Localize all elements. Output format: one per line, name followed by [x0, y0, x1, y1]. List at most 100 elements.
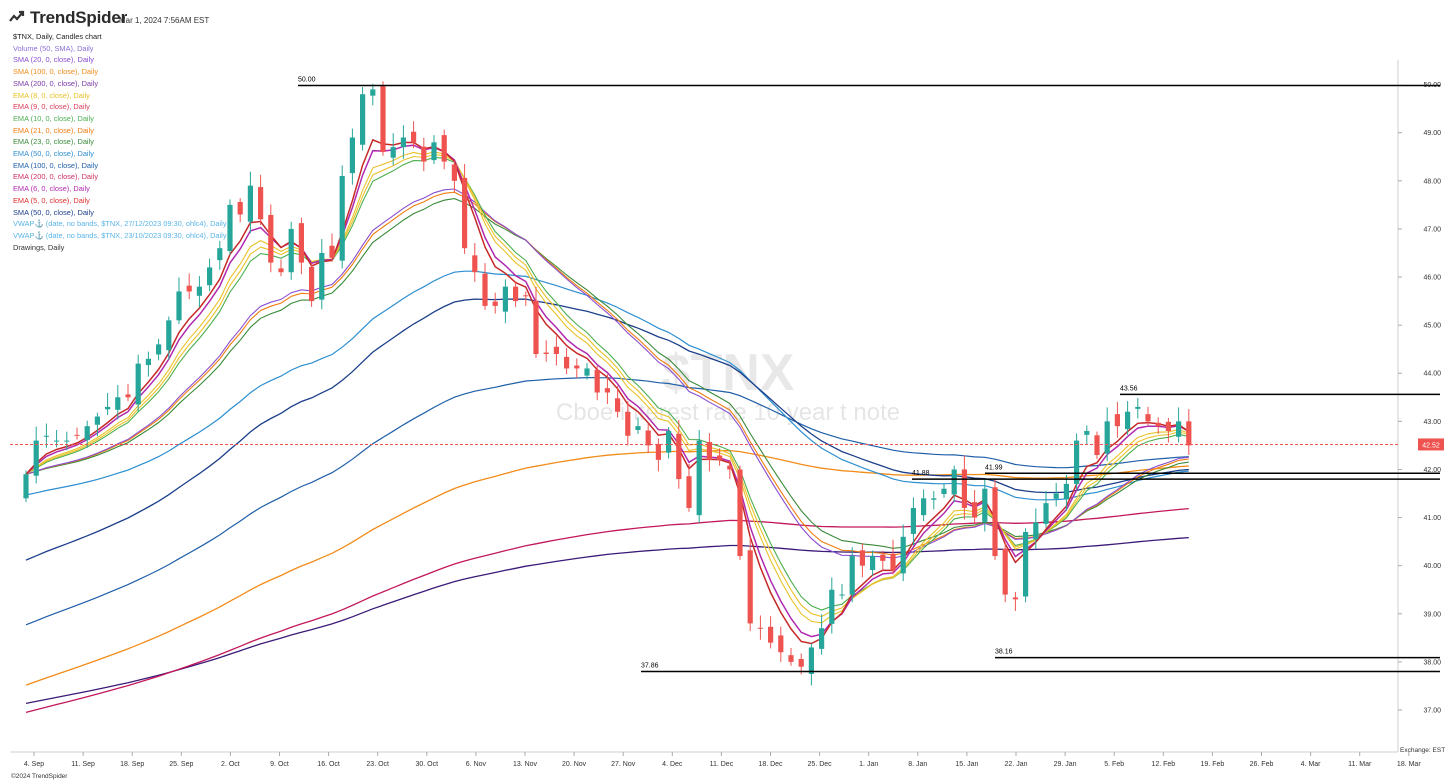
x-tick-label: 1. Jan [859, 761, 878, 768]
x-tick-label: 26. Feb [1250, 761, 1274, 768]
candle [849, 547, 855, 603]
candle [717, 448, 723, 466]
candle [462, 163, 468, 254]
candle [584, 362, 590, 380]
candle-body [1012, 597, 1018, 600]
candle-body [513, 286, 519, 302]
candle [727, 460, 733, 480]
candle [94, 412, 100, 437]
candle-body [268, 214, 274, 263]
x-tick-label: 4. Sep [24, 761, 44, 768]
candle [1012, 591, 1018, 611]
x-tick-label: 5. Feb [1104, 761, 1124, 768]
time-axis[interactable]: 4. Sep 11. Sep 18. Sep 25. Sep 2. Oct 9. Oct 1… [24, 752, 1421, 768]
candle [615, 385, 621, 418]
price-axis[interactable]: 37.00 38.00 39.00 40.00 41.00 42.00 43.00 44.00… [1398, 82, 1441, 715]
chart-grid [10, 60, 1399, 753]
candle-body [217, 248, 223, 261]
legend-indicator[interactable]: Volume (50, SMA), Daily [13, 43, 94, 53]
candle-body [145, 358, 151, 366]
candle [513, 281, 519, 307]
candle [166, 316, 172, 360]
candle [288, 221, 294, 280]
candle [910, 497, 916, 546]
candle-body [900, 536, 906, 574]
candle [1002, 541, 1008, 603]
legend-indicator[interactable]: SMA (50, 0, close), Daily [13, 207, 94, 217]
y-tick-label: 41.00 [1423, 515, 1441, 522]
legend-indicator[interactable]: EMA (23, 0, close), Daily [13, 137, 94, 147]
candle-body [910, 507, 916, 534]
legend-indicator[interactable]: SMA (20, 0, close), Daily [13, 55, 94, 65]
legend-indicator[interactable]: EMA (9, 0, close), Daily [13, 102, 90, 112]
legend-indicator[interactable]: EMA (200, 0, close), Daily [13, 172, 99, 182]
legend-indicator[interactable]: EMA (6, 0, close), Daily [13, 184, 90, 194]
legend-indicator[interactable]: Drawings, Daily [13, 242, 65, 252]
candle [472, 243, 478, 282]
x-tick-label: 20. Nov [562, 761, 587, 768]
x-tick-label: 22. Jan [1005, 761, 1028, 768]
candle [931, 491, 937, 510]
candle [1084, 425, 1090, 445]
legend-indicator[interactable]: EMA (100, 0, close), Daily [13, 160, 99, 170]
y-tick-label: 43.00 [1423, 419, 1441, 426]
legend-indicator[interactable]: EMA (10, 0, close), Daily [13, 113, 94, 123]
legend-indicator[interactable]: SMA (200, 0, close), Daily [13, 78, 99, 88]
candle [217, 240, 223, 270]
legend-indicator[interactable]: EMA (8, 0, close), Daily [13, 90, 90, 100]
candle [74, 427, 80, 440]
candle [992, 478, 998, 560]
candle [1125, 401, 1131, 435]
y-tick-label: 46.00 [1423, 275, 1441, 282]
candle [625, 401, 631, 446]
candle-body [921, 498, 927, 516]
candle-body [1023, 532, 1029, 597]
candle [890, 539, 896, 575]
candle-body [737, 469, 743, 557]
x-tick-label: 18. Mar [1397, 761, 1421, 768]
candle-body [482, 273, 488, 306]
legend-indicator[interactable]: SMA (100, 0, close), Daily [13, 67, 99, 77]
candle-body [370, 89, 376, 96]
candle-body [798, 659, 804, 667]
candle-body [1165, 421, 1171, 431]
sma-100-line [25, 449, 1189, 686]
candle [870, 550, 876, 576]
legend-indicator[interactable]: VWAP⚓ (date, no bands, $TNX, 27/12/2023 … [13, 219, 227, 229]
candle [84, 420, 90, 448]
candle-body [849, 556, 855, 595]
x-tick-label: 6. Nov [466, 761, 487, 768]
candle-body [421, 146, 427, 162]
candle [196, 276, 202, 308]
candle [972, 489, 978, 524]
candle-body [941, 488, 947, 494]
level-label: 41.88 [912, 470, 930, 477]
candle-body [1114, 414, 1120, 427]
candle [1135, 398, 1141, 419]
candle [951, 465, 957, 503]
candle [482, 263, 488, 310]
sma-200-line [25, 536, 1189, 705]
candle [390, 133, 396, 166]
candle [921, 489, 927, 521]
candle-body [778, 635, 784, 653]
candle-body [115, 397, 121, 410]
legend-indicator[interactable]: VWAP⚓ (date, no bands, $TNX, 23/10/2023 … [13, 230, 227, 240]
candle-body [696, 440, 702, 516]
chart-title: $TNX, Daily, Candles chart [13, 32, 102, 41]
candle-body [84, 426, 90, 441]
candle-body [757, 627, 763, 629]
candle-body [1125, 411, 1131, 430]
candle-body [33, 440, 39, 476]
candle-body [666, 430, 672, 453]
legend-indicator[interactable]: EMA (5, 0, close), Daily [13, 195, 90, 205]
candle-body [94, 416, 100, 425]
candle-body [74, 434, 80, 436]
sma-50-line [25, 298, 1189, 561]
candle [778, 626, 784, 662]
x-tick-label: 25. Sep [169, 761, 193, 768]
legend-indicator[interactable]: EMA (50, 0, close), Daily [13, 149, 94, 159]
legend-indicator[interactable]: EMA (21, 0, close), Daily [13, 125, 94, 135]
candle-body [156, 344, 162, 355]
